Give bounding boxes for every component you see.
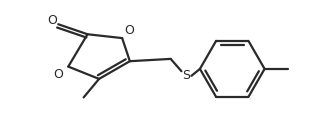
Text: O: O — [124, 24, 134, 37]
Text: S: S — [182, 69, 190, 82]
Text: O: O — [47, 14, 57, 27]
Text: O: O — [53, 68, 63, 81]
